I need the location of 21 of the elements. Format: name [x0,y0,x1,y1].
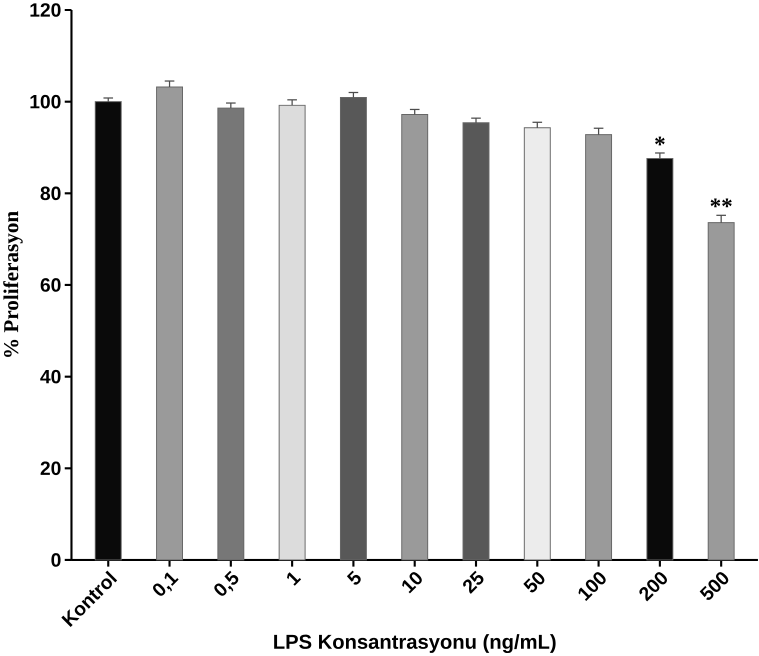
y-axis-title: % Proliferasyon [3,211,23,357]
x-tick-label: 500 [700,572,728,600]
x-tick-label: 200 [639,572,667,602]
x-tick-label: 1 [287,572,302,586]
x-tick-label: 50 [523,572,544,592]
x-axis-title: LPS Konsantrasyonu (ng/mL) [274,634,556,653]
y-tick-label: 0 [51,553,61,567]
annotation: ** [710,198,732,208]
y-tick-label: 40 [40,370,61,384]
y-tick-label: 60 [40,278,61,292]
y-tick-label: 80 [40,186,61,200]
x-tick-label: 5 [346,570,361,585]
y-tick-label: 100 [30,94,61,108]
x-tick-label: 25 [463,570,484,594]
x-tick-label: 0,5 [214,570,238,596]
x-tick-label: 10 [402,572,422,594]
x-tick-label: 100 [578,572,606,601]
y-tick-label: 120 [30,3,61,17]
x-tick-label: 0,1 [153,572,179,596]
y-tick-label: 20 [40,461,61,475]
annotation: * [655,136,665,146]
